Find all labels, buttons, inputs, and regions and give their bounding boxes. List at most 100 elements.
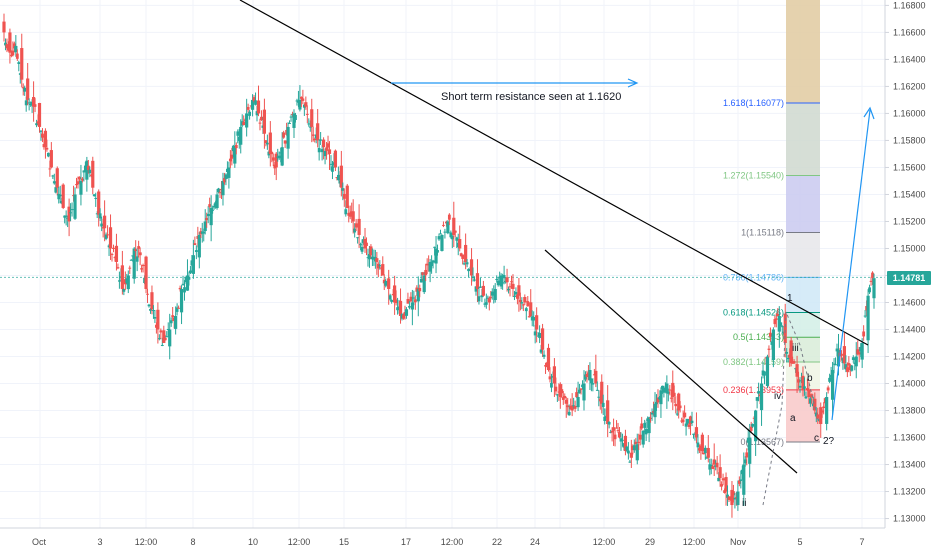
candle-body — [129, 259, 133, 261]
candle-body — [721, 478, 725, 481]
candle-body — [617, 432, 622, 438]
candle-body — [246, 106, 250, 110]
candle-body — [677, 393, 681, 411]
candle-body — [168, 329, 172, 347]
candle-body — [333, 150, 338, 168]
candle-body — [804, 396, 808, 399]
candle-body — [398, 300, 403, 316]
candle-body — [649, 417, 652, 419]
candle-body — [301, 98, 305, 101]
candle-body — [193, 243, 197, 245]
y-tick-label: 1.14200 — [893, 352, 926, 362]
fib-level-label: 1.272(1.15540) — [723, 171, 784, 181]
candle-body — [572, 405, 576, 407]
candle-body — [311, 134, 315, 136]
candle-body — [709, 465, 713, 467]
candle-body — [224, 174, 228, 180]
candle-body — [683, 412, 687, 418]
candle-body — [471, 276, 475, 279]
candle-body — [81, 178, 84, 181]
projection-arrow-head — [863, 106, 875, 120]
candle-body — [404, 309, 409, 316]
candle-body — [798, 385, 802, 388]
x-tick-label: 5 — [797, 537, 802, 547]
candle-body — [418, 287, 422, 292]
candle-body — [128, 267, 132, 269]
candle-body — [437, 236, 441, 240]
candle-body — [254, 100, 257, 105]
candle-body — [240, 121, 244, 126]
candle-body — [189, 270, 192, 274]
candle-body — [483, 303, 487, 305]
candle-body — [323, 150, 327, 157]
x-tick-label: 22 — [492, 537, 502, 547]
candle-body — [453, 230, 457, 233]
candle-body — [681, 419, 685, 423]
candle-body — [516, 294, 519, 299]
x-tick-label: 3 — [97, 537, 102, 547]
candle-body — [45, 147, 49, 150]
y-tick-label: 1.16000 — [893, 108, 926, 118]
candle-body — [672, 392, 676, 396]
candle-body — [769, 332, 772, 337]
candle-body — [162, 330, 166, 343]
candle-body — [268, 132, 272, 154]
candle-body — [283, 140, 287, 144]
candle-body — [507, 288, 510, 291]
candle-body — [585, 374, 589, 378]
candle-body — [359, 244, 362, 246]
y-tick-label: 1.15000 — [893, 243, 926, 253]
x-tick-label: 10 — [248, 537, 258, 547]
candle-body — [286, 126, 290, 149]
candle-body — [439, 233, 442, 235]
candle-body — [807, 389, 811, 398]
candle-body — [382, 279, 386, 284]
candle-body — [17, 62, 21, 64]
candle-body — [847, 363, 851, 366]
candle-body — [431, 260, 435, 263]
candle-body — [73, 194, 77, 219]
candle-body — [147, 304, 151, 307]
candle-body — [806, 388, 809, 390]
candle-body — [698, 448, 701, 451]
candle-body — [122, 289, 126, 292]
candle-body — [419, 278, 423, 283]
candle-body — [239, 126, 243, 145]
candle-body — [160, 344, 164, 346]
candle-body — [433, 246, 436, 248]
candle-body — [860, 342, 864, 360]
candle-body — [69, 212, 72, 214]
candle-body — [260, 116, 263, 121]
candle-body — [675, 413, 679, 415]
candle-body — [536, 335, 540, 337]
candle-body — [774, 318, 778, 320]
candle-body — [58, 194, 62, 197]
candle-body — [656, 397, 660, 403]
candle-body — [742, 464, 746, 495]
last-price-badge — [887, 271, 931, 286]
candle-body — [94, 197, 98, 199]
candle-body — [365, 242, 368, 247]
candle-body — [840, 353, 843, 356]
candle-body — [149, 308, 152, 311]
candle-body — [390, 299, 394, 302]
candle-body — [720, 484, 724, 487]
y-tick-label: 1.15600 — [893, 162, 926, 172]
candle-body — [118, 280, 121, 282]
candle-body — [755, 397, 759, 401]
wave-label: iii — [792, 343, 799, 354]
candle-body — [524, 308, 528, 312]
candle-body — [325, 147, 328, 151]
candle-body — [157, 338, 161, 340]
candle-body — [421, 272, 425, 275]
candle-body — [477, 296, 481, 302]
x-tick-label: 15 — [339, 537, 349, 547]
y-tick-label: 1.16800 — [893, 0, 926, 10]
candle-body — [179, 288, 184, 313]
candle-body — [181, 283, 185, 285]
candle-body — [816, 414, 820, 419]
candle-body — [621, 439, 624, 441]
candle-body — [430, 261, 434, 267]
candle-body — [440, 234, 444, 251]
projection-arrow-line — [831, 109, 871, 421]
